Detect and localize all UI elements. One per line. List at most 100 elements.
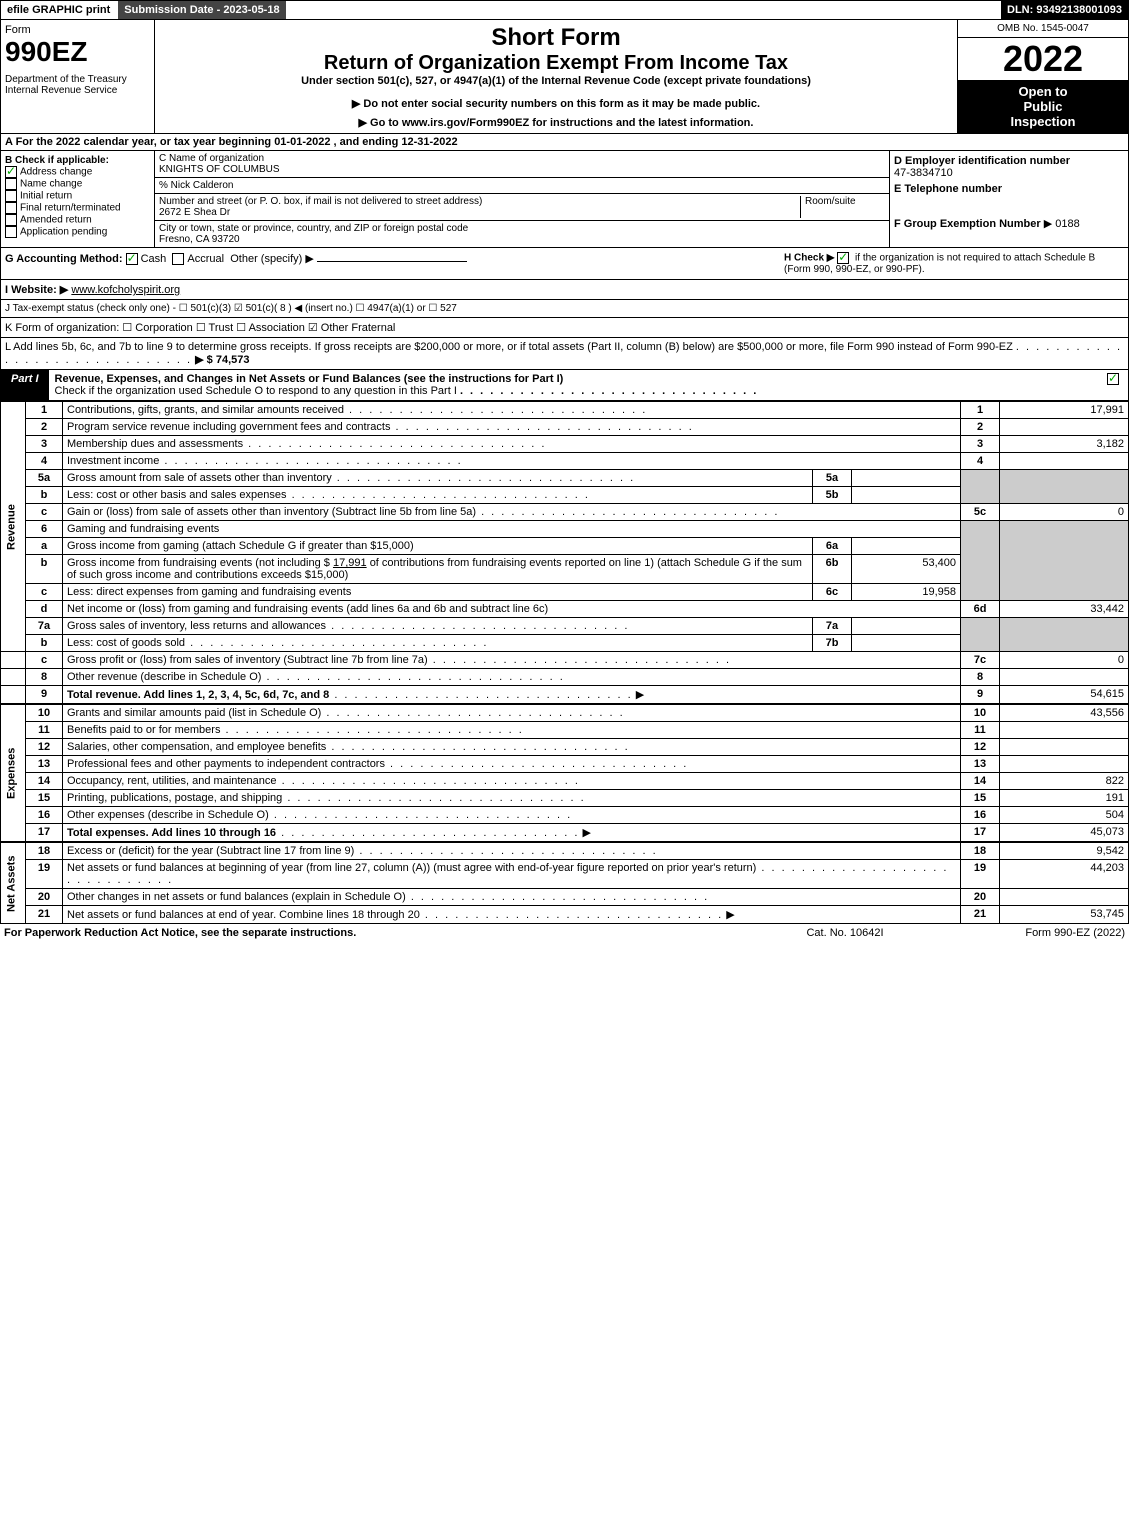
line-desc: Total expenses. Add lines 10 through 16 … (63, 824, 961, 842)
line-desc: Less: direct expenses from gaming and fu… (63, 584, 813, 601)
line-desc: Gross income from fundraising events (no… (63, 555, 813, 584)
checkbox-cash[interactable] (126, 253, 138, 265)
checkbox-application-pending[interactable]: Application pending (5, 226, 150, 238)
dots (329, 689, 632, 701)
table-row: 16 Other expenses (describe in Schedule … (1, 807, 1129, 824)
subval (852, 487, 961, 504)
table-row: 8 Other revenue (describe in Schedule O)… (1, 669, 1129, 686)
part1-check-text: Check if the organization used Schedule … (55, 385, 457, 397)
title-short: Short Form (159, 24, 953, 52)
desc-text: Less: cost or other basis and sales expe… (67, 489, 287, 501)
org-label: C Name of organization (159, 153, 885, 164)
lineno: 20 (26, 889, 63, 906)
line-desc: Investment income (63, 453, 961, 470)
table-row: Net Assets 18 Excess or (deficit) for th… (1, 843, 1129, 860)
checkbox-schedule-b[interactable] (837, 252, 849, 264)
subval (852, 635, 961, 652)
checkbox-accrual[interactable] (172, 253, 184, 265)
table-row: 6 Gaming and fundraising events (1, 521, 1129, 538)
desc-text: Total expenses. Add lines 10 through 16 (67, 827, 276, 839)
form-number: 990EZ (5, 36, 150, 68)
block-bcdef: B Check if applicable: Address change Na… (0, 151, 1129, 248)
checkbox-address-change[interactable]: Address change (5, 166, 150, 178)
website-value[interactable]: www.kofcholyspirit.org (71, 284, 180, 296)
shaded-cell (961, 470, 1000, 504)
line-desc: Benefits paid to or for members (63, 722, 961, 739)
subnum: 6a (813, 538, 852, 555)
table-row: Revenue 1 Contributions, gifts, grants, … (1, 402, 1129, 419)
desc-text1: Gross income from fundraising events (no… (67, 557, 333, 569)
phone-label: E Telephone number (894, 183, 1124, 195)
refnum: 1 (961, 402, 1000, 419)
desc-text: Other changes in net assets or fund bala… (67, 891, 406, 903)
subnum: 6c (813, 584, 852, 601)
org-name: KNIGHTS OF COLUMBUS (159, 164, 885, 175)
desc-text: Salaries, other compensation, and employ… (67, 741, 326, 753)
line-desc: Net assets or fund balances at end of ye… (63, 906, 961, 924)
checkbox-initial-return[interactable]: Initial return (5, 190, 150, 202)
revenue-vlabel: Revenue (1, 402, 26, 652)
lineno: 3 (26, 436, 63, 453)
line-desc: Net income or (loss) from gaming and fun… (63, 601, 961, 618)
checkbox-amended-return[interactable]: Amended return (5, 214, 150, 226)
line-desc: Less: cost or other basis and sales expe… (63, 487, 813, 504)
footer-formref: Form 990-EZ (2022) (945, 927, 1125, 939)
section-b-title: B Check if applicable: (5, 155, 150, 166)
amount (1000, 756, 1129, 773)
amount: 9,542 (1000, 843, 1129, 860)
dots (420, 909, 723, 921)
inspection-line3: Inspection (962, 114, 1124, 129)
page-footer: For Paperwork Reduction Act Notice, see … (0, 924, 1129, 942)
irs-label: Internal Revenue Service (5, 85, 150, 96)
careof: % Nick Calderon (159, 180, 233, 191)
refnum: 13 (961, 756, 1000, 773)
address-row: Number and street (or P. O. box, if mail… (155, 194, 889, 221)
subtitle: Under section 501(c), 527, or 4947(a)(1)… (159, 75, 953, 87)
lineno: 9 (26, 686, 63, 704)
lineno: a (26, 538, 63, 555)
refnum: 16 (961, 807, 1000, 824)
subnum: 7b (813, 635, 852, 652)
table-row: 15 Printing, publications, postage, and … (1, 790, 1129, 807)
refnum: 5c (961, 504, 1000, 521)
city-row: City or town, state or province, country… (155, 221, 889, 247)
subval (852, 470, 961, 487)
lineno: c (26, 584, 63, 601)
chk-label: Address change (20, 167, 92, 178)
amount (1000, 669, 1129, 686)
desc-text: Gross amount from sale of assets other t… (67, 472, 332, 484)
phone-value (894, 195, 1124, 209)
revenue-vlabel-cont (1, 652, 26, 669)
amount (1000, 739, 1129, 756)
g-label: G Accounting Method: (5, 253, 123, 265)
table-row: 14 Occupancy, rent, utilities, and maint… (1, 773, 1129, 790)
row-l-text: L Add lines 5b, 6c, and 7b to line 9 to … (5, 341, 1013, 353)
line-desc: Occupancy, rent, utilities, and maintena… (63, 773, 961, 790)
group-value: ▶ 0188 (1044, 218, 1080, 230)
checkbox-name-change[interactable]: Name change (5, 178, 150, 190)
refnum: 12 (961, 739, 1000, 756)
inspection-line1: Open to (962, 84, 1124, 99)
refnum: 9 (961, 686, 1000, 704)
line-desc: Total revenue. Add lines 1, 2, 3, 4, 5c,… (63, 686, 961, 704)
line-desc: Gross income from gaming (attach Schedul… (63, 538, 813, 555)
lineno: 13 (26, 756, 63, 773)
inline-amount: 17,991 (333, 557, 367, 569)
refnum: 3 (961, 436, 1000, 453)
line-desc: Salaries, other compensation, and employ… (63, 739, 961, 756)
part1-label: Part I (1, 370, 49, 400)
dots (261, 671, 564, 683)
line-desc: Grants and similar amounts paid (list in… (63, 705, 961, 722)
lineno: 11 (26, 722, 63, 739)
line-desc: Gross amount from sale of assets other t… (63, 470, 813, 487)
checkbox-final-return[interactable]: Final return/terminated (5, 202, 150, 214)
dots (269, 809, 572, 821)
expenses-table: Expenses 10 Grants and similar amounts p… (0, 704, 1129, 842)
cash-label: Cash (141, 253, 167, 265)
dots (243, 438, 546, 450)
lineno: 21 (26, 906, 63, 924)
check-icon (5, 178, 17, 190)
header-left: Form 990EZ Department of the Treasury In… (1, 20, 155, 133)
checkbox-schedule-o[interactable] (1107, 373, 1119, 385)
table-row: 12 Salaries, other compensation, and emp… (1, 739, 1129, 756)
